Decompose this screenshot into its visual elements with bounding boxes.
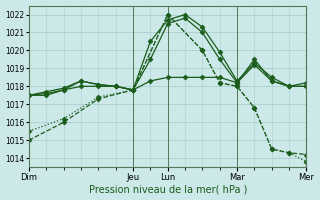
X-axis label: Pression niveau de la mer( hPa ): Pression niveau de la mer( hPa ) bbox=[89, 184, 247, 194]
